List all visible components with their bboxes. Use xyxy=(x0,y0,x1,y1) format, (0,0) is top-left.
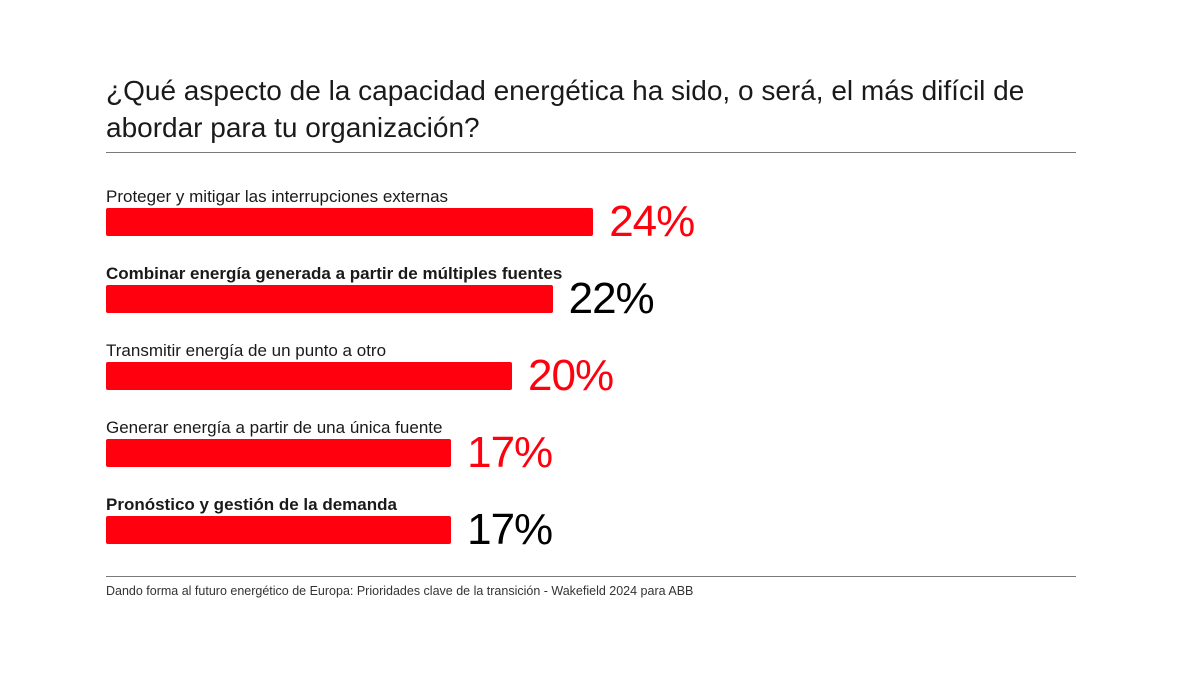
bar xyxy=(106,439,452,467)
source-note: Dando forma al futuro energético de Euro… xyxy=(106,584,694,598)
bar-row: Proteger y mitigar las interrupciones ex… xyxy=(0,187,1199,257)
bar xyxy=(106,516,452,544)
category-label: Transmitir energía de un punto a otro xyxy=(106,341,387,360)
bar xyxy=(106,208,594,236)
value-label: 20% xyxy=(528,351,614,400)
category-label: Combinar energía generada a partir de mú… xyxy=(106,264,563,283)
category-label: Pronóstico y gestión de la demanda xyxy=(106,495,397,514)
bar xyxy=(106,285,553,313)
value-label: 22% xyxy=(568,274,655,323)
bar-row: Transmitir energía de un punto a otro 20% xyxy=(0,341,1199,411)
category-label: Generar energía a partir de una única fu… xyxy=(106,418,443,437)
top-divider xyxy=(106,152,1076,153)
bar-row: Combinar energía generada a partir de mú… xyxy=(0,264,1199,334)
chart-title: ¿Qué aspecto de la capacidad energética … xyxy=(106,75,1025,143)
bar-row: Generar energía a partir de una única fu… xyxy=(0,418,1199,488)
bar xyxy=(106,362,512,390)
value-label: 24% xyxy=(609,197,695,246)
value-label: 17% xyxy=(467,428,553,477)
value-label: 17% xyxy=(467,505,553,554)
category-label: Proteger y mitigar las interrupciones ex… xyxy=(106,187,449,206)
bottom-divider xyxy=(106,576,1076,577)
bar-row: Pronóstico y gestión de la demanda 17% xyxy=(0,495,1199,565)
